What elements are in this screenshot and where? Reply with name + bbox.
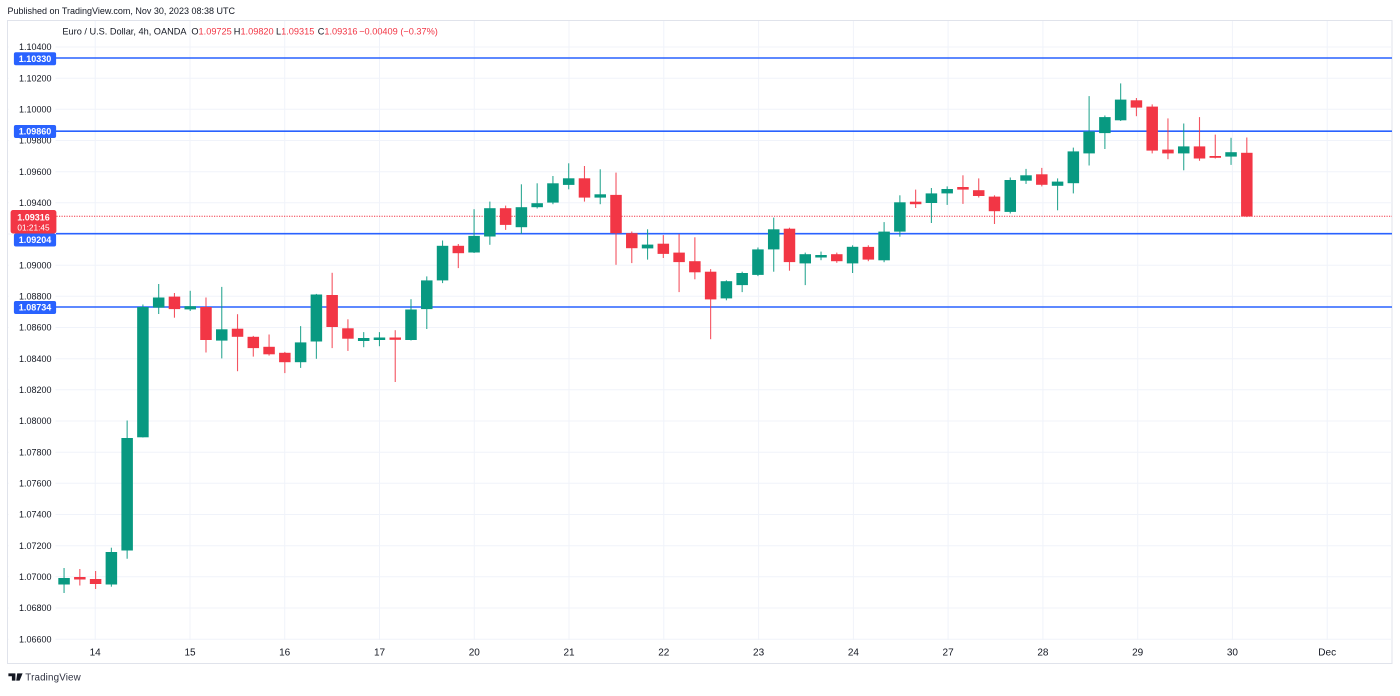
svg-text:01:21:45: 01:21:45 — [17, 222, 50, 232]
svg-text:15: 15 — [184, 648, 196, 659]
svg-text:1.06600: 1.06600 — [19, 634, 52, 644]
svg-text:1.10000: 1.10000 — [19, 105, 52, 115]
svg-text:Dec: Dec — [1318, 648, 1336, 659]
svg-text:C1.09316: C1.09316 — [318, 27, 358, 37]
svg-text:1.08600: 1.08600 — [19, 323, 52, 333]
svg-text:1.06800: 1.06800 — [19, 603, 52, 613]
svg-text:1.08400: 1.08400 — [19, 354, 52, 364]
svg-text:1.09400: 1.09400 — [19, 198, 52, 208]
svg-text:L1.09315: L1.09315 — [276, 27, 314, 37]
svg-text:16: 16 — [279, 648, 291, 659]
svg-text:1.07000: 1.07000 — [19, 572, 52, 582]
svg-text:H1.09820: H1.09820 — [234, 27, 274, 37]
svg-text:1.09860: 1.09860 — [19, 127, 52, 137]
svg-text:1.09204: 1.09204 — [19, 235, 52, 245]
svg-text:23: 23 — [753, 648, 765, 659]
svg-text:27: 27 — [943, 648, 955, 659]
svg-text:1.09000: 1.09000 — [19, 260, 52, 270]
svg-text:17: 17 — [374, 648, 386, 659]
svg-text:1.08000: 1.08000 — [19, 416, 52, 426]
svg-text:O1.09725: O1.09725 — [191, 27, 231, 37]
svg-text:1.10330: 1.10330 — [19, 54, 52, 64]
svg-text:29: 29 — [1132, 648, 1144, 659]
svg-text:24: 24 — [848, 648, 860, 659]
svg-text:1.07600: 1.07600 — [19, 479, 52, 489]
svg-text:Published on TradingView.com,: Published on TradingView.com, Nov 30, 20… — [8, 6, 236, 16]
svg-text:−0.00409 (−0.37%): −0.00409 (−0.37%) — [359, 27, 438, 37]
svg-text:1.07400: 1.07400 — [19, 510, 52, 520]
svg-text:22: 22 — [658, 648, 670, 659]
svg-text:20: 20 — [469, 648, 481, 659]
svg-text:1.10400: 1.10400 — [19, 42, 52, 52]
svg-text:1.08734: 1.08734 — [19, 303, 52, 313]
svg-text:1.07800: 1.07800 — [19, 447, 52, 457]
svg-text:21: 21 — [563, 648, 575, 659]
svg-text:1.09316: 1.09316 — [17, 212, 50, 222]
svg-text:30: 30 — [1227, 648, 1239, 659]
svg-text:1.08200: 1.08200 — [19, 385, 52, 395]
svg-text:1.09800: 1.09800 — [19, 136, 52, 146]
svg-text:Euro / U.S. Dollar, 4h, OANDA: Euro / U.S. Dollar, 4h, OANDA — [62, 27, 187, 37]
svg-text:28: 28 — [1037, 648, 1049, 659]
svg-text:1.07200: 1.07200 — [19, 541, 52, 551]
svg-text:1.10200: 1.10200 — [19, 73, 52, 83]
svg-text:1.09600: 1.09600 — [19, 167, 52, 177]
svg-text:TradingView: TradingView — [25, 673, 81, 684]
svg-text:1.08800: 1.08800 — [19, 292, 52, 302]
svg-text:14: 14 — [90, 648, 102, 659]
